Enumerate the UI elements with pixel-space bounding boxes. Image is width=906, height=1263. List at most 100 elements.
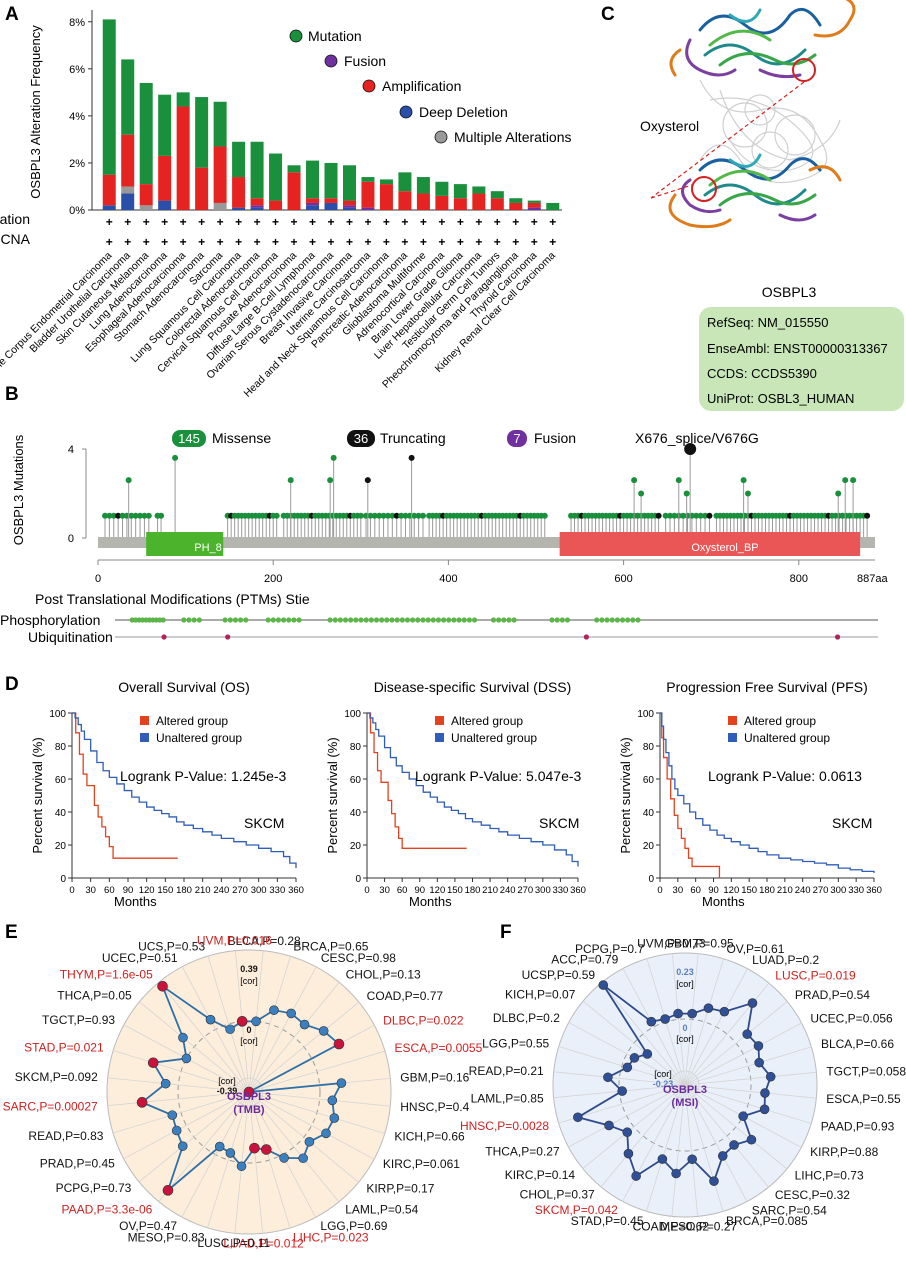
bar-deep-deletion (342, 207, 356, 210)
ptm-ubiq-site (225, 634, 231, 640)
surv-x-tick-label: 270 (813, 885, 829, 896)
ptm-phospho-site (446, 617, 452, 623)
surv-y-tick-label: 80 (643, 742, 655, 753)
a-y-tick-label: 8% (69, 17, 85, 29)
mutation-plus: + (198, 215, 205, 229)
radar-point (753, 1041, 764, 1051)
surv-y-tick-label: 60 (55, 775, 67, 786)
legend-amplification: Amplification (382, 78, 461, 94)
radar-point (160, 1078, 171, 1089)
bar-deep-deletion (121, 193, 135, 210)
radar-point (646, 1016, 657, 1027)
radar-category-label: PCPG,P=0.7 (575, 942, 644, 956)
lollipop-plot: 400 200 400 600 800 (68, 443, 875, 585)
ptm-phospho-site (506, 617, 512, 623)
radar-category-label: BLCA,P=0.28 (228, 934, 301, 948)
cohort-label: SKCM (539, 815, 579, 831)
radar-category-label: CESC,P=0.98 (321, 951, 396, 965)
ptm-phospho-site (237, 617, 244, 623)
surv-x-tick-label: 300 (535, 885, 551, 896)
lollipop-head-truncating (655, 512, 662, 519)
surv-x-tick-label: 270 (517, 885, 533, 896)
radar-category-label: MESO,P=0.83 (128, 1230, 205, 1244)
bar-amplification (324, 198, 338, 203)
bar-amplification (361, 181, 375, 208)
radar-category-label: LAML,P=0.54 (345, 1203, 418, 1217)
cna-plus: + (309, 235, 316, 249)
surv-ylabel: Percent survival (%) (30, 737, 45, 853)
radar-spoke (248, 982, 340, 1093)
panel-e-label: E (5, 922, 18, 943)
ring-unit-zero: [cor] (676, 1034, 694, 1044)
radar-category-label: PCPG,P=0.73 (56, 1181, 132, 1195)
lollipop-head-missense (389, 512, 396, 519)
lollipop-head-missense (367, 512, 374, 519)
b-y-tick-label: 0 (68, 533, 74, 545)
mutation-plus: + (106, 215, 113, 229)
surv-x-tick-label: 30 (673, 885, 684, 896)
cna-plus: + (143, 235, 150, 249)
ptm-phospho-site (630, 617, 636, 623)
bar-multiple-alterations (213, 202, 227, 210)
radar-point (136, 1097, 148, 1108)
cna-plus: + (217, 235, 224, 249)
radar-spoke (248, 956, 291, 1093)
ptm-phospho-site (564, 617, 571, 623)
radar-category-label: ESCA,P=0.55 (826, 1092, 901, 1106)
ptm-ubiq-site (583, 634, 589, 640)
panel-a-plus-rows: + + + + + + + + + + + + + + + + + + + + + + + + + + + + + + + + + + + + + + + +… (106, 215, 557, 249)
radar-point (298, 1153, 308, 1164)
radar-category-label: LUSC,P=0.11 (197, 1236, 270, 1250)
radar-spoke (671, 1084, 686, 1217)
radar-category-label: CHOL,P=0.13 (346, 968, 421, 982)
ptm-phospho-site (435, 617, 442, 623)
bar-mutation (379, 179, 393, 185)
radar-category-label: LUAD,P=0.2 (752, 953, 819, 967)
bar-mutation (306, 160, 320, 199)
panel-b-label: B (5, 384, 19, 405)
surv-x-tick-label: 60 (104, 885, 115, 896)
surv-x-tick-label: 120 (139, 885, 155, 896)
radar-spoke (181, 1091, 250, 1218)
ring-label-min: -0.23 (653, 1079, 674, 1089)
radar-point (336, 1078, 347, 1088)
radar-category-label: KIRC,P=0.061 (383, 1157, 460, 1171)
radar-spoke (248, 966, 317, 1093)
radar-spoke (684, 1084, 724, 1212)
surv-x-tick-label: 90 (414, 885, 425, 896)
radar-spoke (684, 1084, 812, 1124)
ptm-phospho-site (425, 617, 431, 623)
survival-plots: Overall Survival (OS) 0 20 40 60 80 100 0 30 60 90… (30, 679, 882, 909)
km-curve-unaltered (367, 712, 579, 867)
truncating-label: Truncating (380, 430, 446, 446)
radar-spoke (248, 1091, 340, 1203)
lollipop-head-truncating (864, 512, 871, 519)
radar-point (286, 1008, 296, 1019)
radar-point (717, 1151, 728, 1161)
lollipop-head-missense (402, 512, 409, 519)
b-x-tick-label: 800 (790, 573, 808, 585)
ptm-phospho-site (227, 617, 233, 623)
ptm-phospho-site (191, 617, 197, 623)
bar-amplification (102, 174, 116, 206)
radar-category-label: GBM,P=0.95 (665, 937, 734, 951)
mutation-plus: + (364, 215, 371, 229)
radar-spoke (207, 955, 250, 1093)
radar-point (747, 998, 758, 1008)
lollipop-head-missense (380, 512, 387, 519)
legend-unaltered-swatch (728, 733, 737, 742)
radar-category-label: LIHC,P=0.023 (293, 1231, 369, 1245)
bar-amplification (527, 202, 541, 208)
radar-point (157, 980, 168, 992)
cna-plus: + (549, 235, 556, 249)
cna-plus: + (106, 235, 113, 249)
fusion-label: Fusion (534, 430, 576, 446)
surv-y-tick-label: 0 (355, 874, 361, 885)
bar-amplification (490, 198, 504, 210)
bar-amplification (306, 198, 320, 203)
bar-fusion (250, 205, 264, 208)
legend-deep-deletion-marker (399, 105, 413, 119)
radar-category-label: UCEC,P=0.056 (810, 1011, 893, 1025)
surv-xlabel: Months (702, 894, 745, 909)
radar-point (249, 1142, 260, 1154)
